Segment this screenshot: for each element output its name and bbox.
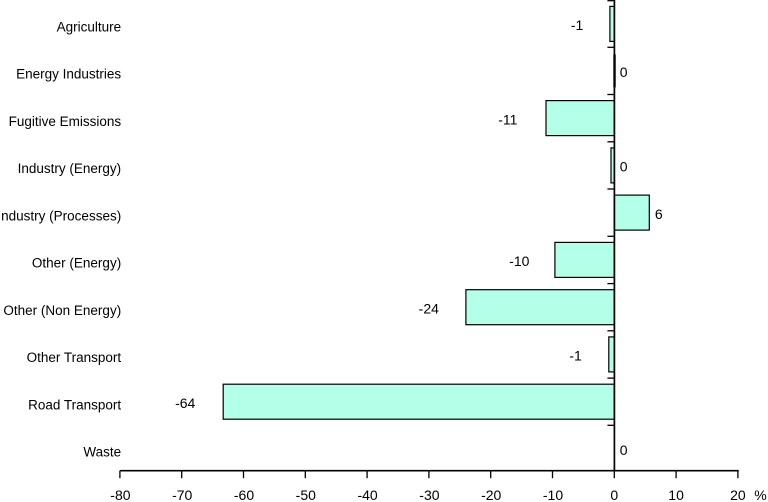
svg-text:Fugitive Emissions: Fugitive Emissions [9, 114, 122, 129]
svg-text:Waste: Waste [83, 445, 121, 460]
svg-text:-64: -64 [175, 395, 195, 411]
svg-text:Other (Energy): Other (Energy) [32, 256, 121, 271]
svg-text:-1: -1 [571, 17, 584, 33]
svg-text:%: % [754, 487, 766, 502]
svg-text:-80: -80 [110, 487, 130, 502]
svg-text:-40: -40 [357, 487, 377, 502]
svg-text:20: 20 [730, 487, 746, 502]
svg-text:Agriculture: Agriculture [57, 19, 122, 34]
svg-text:0: 0 [620, 442, 628, 458]
svg-text:-30: -30 [419, 487, 439, 502]
svg-text:Road Transport: Road Transport [28, 397, 121, 412]
svg-text:-1: -1 [569, 348, 582, 364]
svg-text:-24: -24 [419, 301, 439, 317]
svg-text:Industry (Energy): Industry (Energy) [18, 161, 122, 176]
svg-text:-11: -11 [498, 111, 517, 127]
svg-text:-60: -60 [234, 487, 254, 502]
svg-text:Other Transport: Other Transport [27, 350, 122, 365]
svg-text:6: 6 [655, 206, 663, 222]
svg-text:0: 0 [620, 159, 628, 175]
svg-text:-10: -10 [509, 253, 529, 269]
svg-text:-50: -50 [296, 487, 316, 502]
svg-text:Energy Industries: Energy Industries [16, 67, 121, 82]
svg-text:10: 10 [668, 487, 684, 502]
svg-text:0: 0 [620, 64, 628, 80]
svg-text:Industry (Processes): Industry (Processes) [0, 208, 121, 223]
svg-text:Other (Non Energy): Other (Non Energy) [3, 303, 121, 318]
svg-text:-70: -70 [172, 487, 192, 502]
svg-text:0: 0 [610, 487, 618, 502]
svg-text:-20: -20 [481, 487, 501, 502]
svg-text:-10: -10 [543, 487, 563, 502]
